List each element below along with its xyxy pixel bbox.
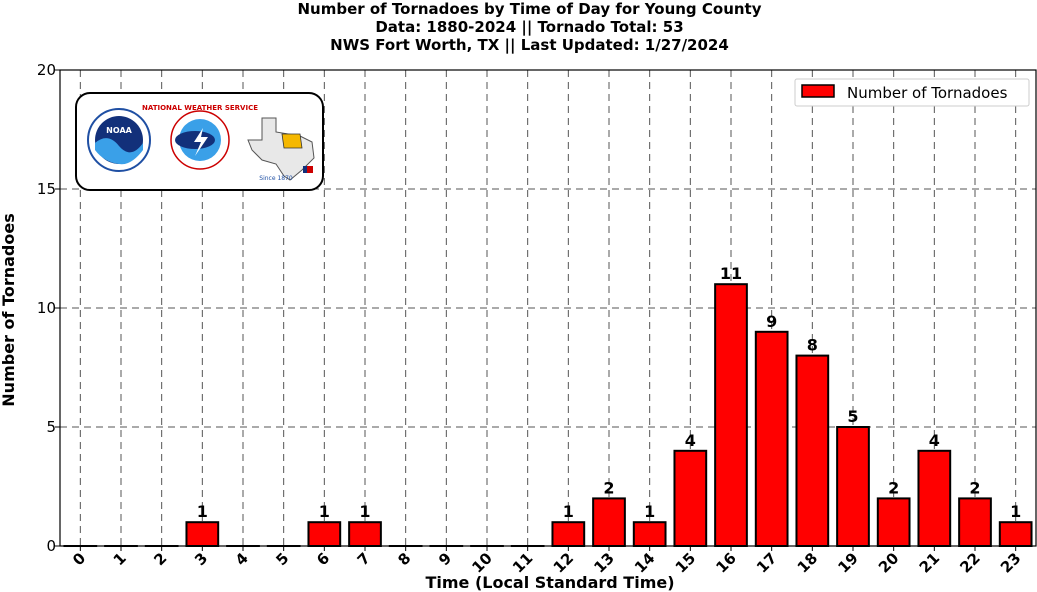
bar-value-label: 8 bbox=[807, 336, 818, 355]
bar bbox=[592, 497, 626, 547]
chart-title: Number of Tornadoes by Time of Day for Y… bbox=[0, 0, 1037, 54]
nws-logo-icon: NATIONAL WEATHER SERVICE bbox=[142, 104, 258, 170]
y-ticks: 0 5 10 15 20 bbox=[37, 61, 60, 555]
x-tick-label: 6 bbox=[313, 549, 333, 569]
fwd-logo-text: Since 1870 bbox=[259, 175, 293, 182]
bar bbox=[836, 426, 870, 547]
x-tick-label: 2 bbox=[150, 549, 170, 569]
bar-value-label: 1 bbox=[644, 502, 655, 521]
nws-logo-text: NATIONAL WEATHER SERVICE bbox=[142, 104, 258, 112]
title-line-3: NWS Fort Worth, TX || Last Updated: 1/27… bbox=[330, 36, 729, 54]
title-line-1: Number of Tornadoes by Time of Day for Y… bbox=[297, 0, 762, 18]
x-tick-label: 18 bbox=[794, 549, 821, 576]
x-tick-label: 20 bbox=[875, 549, 902, 576]
bar bbox=[754, 330, 789, 547]
x-tick-label: 8 bbox=[394, 549, 414, 569]
bar bbox=[917, 449, 952, 547]
y-tick-label: 0 bbox=[46, 537, 56, 555]
plot-frame bbox=[59, 69, 1037, 547]
bar-value-label: 1 bbox=[319, 502, 330, 521]
legend: Number of Tornadoes bbox=[794, 78, 1030, 107]
title-line-2: Data: 1880-2024 || Tornado Total: 53 bbox=[375, 18, 684, 36]
x-tick-label: 17 bbox=[753, 549, 780, 576]
bar bbox=[795, 354, 830, 547]
bar bbox=[185, 521, 220, 548]
x-tick-label: 4 bbox=[232, 549, 252, 569]
y-axis-label: Number of Tornadoes bbox=[0, 213, 18, 406]
bar-value-label: 9 bbox=[766, 312, 777, 331]
y-tick-label: 5 bbox=[46, 418, 56, 436]
bar-value-label: 11 bbox=[720, 264, 742, 283]
bar-value-label: 2 bbox=[969, 478, 980, 497]
x-tick-label: 22 bbox=[956, 549, 983, 576]
noaa-logo-text: NOAA bbox=[106, 126, 132, 135]
bar-value-label: 1 bbox=[1010, 502, 1021, 521]
y-tick-label: 15 bbox=[37, 180, 56, 198]
bar bbox=[876, 497, 911, 547]
y-tick-label: 20 bbox=[37, 61, 56, 79]
bar-value-label: 1 bbox=[563, 502, 574, 521]
x-tick-label: 19 bbox=[834, 549, 861, 576]
x-tick-label: 15 bbox=[672, 549, 699, 576]
x-axis-label: Time (Local Standard Time) bbox=[425, 573, 674, 592]
bar bbox=[348, 521, 382, 548]
agency-logos: NOAA NATIONAL WEATHER SERVICE Since 1870 bbox=[75, 92, 324, 191]
bar bbox=[632, 521, 667, 548]
legend-swatch bbox=[801, 84, 835, 98]
bar-value-label: 4 bbox=[929, 431, 940, 450]
x-tick-label: 21 bbox=[916, 549, 943, 576]
bar-value-label: 1 bbox=[197, 502, 208, 521]
x-tick-label: 7 bbox=[354, 549, 374, 569]
y-tick-label: 10 bbox=[37, 299, 56, 317]
x-ticks: 0 1 2 3 4 5 6 7 8 9 10 11 12 13 14 15 16 17 18 19 20 21 22 23 bbox=[69, 546, 1024, 577]
bar-value-label: 5 bbox=[847, 407, 858, 426]
bar bbox=[958, 497, 992, 547]
noaa-logo-icon: NOAA bbox=[87, 108, 151, 172]
bar-value-label: 2 bbox=[603, 478, 614, 497]
x-tick-label: 16 bbox=[712, 549, 739, 576]
bar-value-label: 1 bbox=[359, 502, 370, 521]
bar bbox=[673, 449, 708, 547]
x-tick-label: 23 bbox=[997, 549, 1024, 576]
x-tick-label: 5 bbox=[272, 549, 292, 569]
texas-map-icon: Since 1870 bbox=[247, 117, 315, 182]
bar bbox=[998, 521, 1033, 548]
x-tick-label: 1 bbox=[110, 549, 130, 569]
bar-value-label: 4 bbox=[685, 431, 696, 450]
x-tick-label: 0 bbox=[69, 549, 89, 569]
bar-value-label: 2 bbox=[888, 478, 899, 497]
bar bbox=[714, 283, 748, 547]
x-tick-label: 3 bbox=[191, 549, 211, 569]
bars bbox=[63, 283, 1033, 548]
x-tick-label: 9 bbox=[435, 549, 455, 569]
bar bbox=[551, 521, 586, 548]
bar bbox=[307, 521, 342, 548]
legend-label: Number of Tornadoes bbox=[847, 84, 1008, 102]
